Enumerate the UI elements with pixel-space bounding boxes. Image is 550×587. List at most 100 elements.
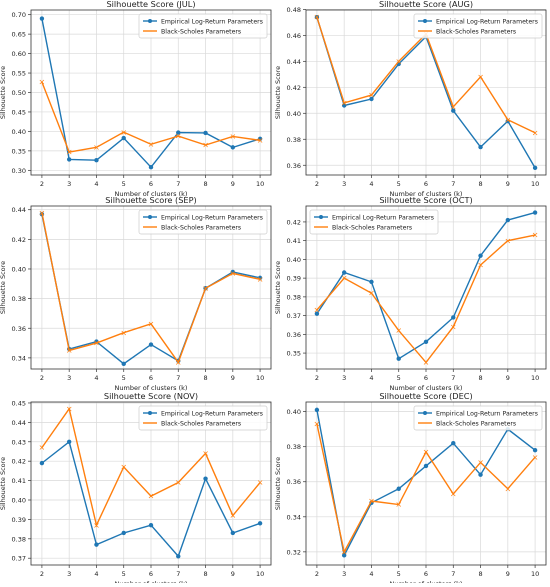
data-point <box>369 279 374 285</box>
y-axis-label: Silhouette Score <box>274 66 282 119</box>
y-tick-label: 0.46 <box>287 32 301 40</box>
data-point: × <box>395 500 402 509</box>
data-point: × <box>504 484 511 493</box>
data-point: × <box>66 148 73 157</box>
x-tick-label: 5 <box>397 570 401 578</box>
data-point: × <box>450 322 457 331</box>
y-axis-label: Silhouette Score <box>274 457 282 510</box>
data-point <box>121 135 126 141</box>
x-tick-label: 6 <box>424 374 428 382</box>
data-point: × <box>395 57 402 66</box>
legend-marker <box>423 411 427 415</box>
y-axis-label: Silhouette Score <box>0 66 7 119</box>
y-tick-label: 0.37 <box>287 312 301 320</box>
data-point: × <box>395 326 402 335</box>
y-tick-label: 0.40 <box>12 265 26 273</box>
data-point: × <box>202 141 209 150</box>
y-tick-label: 0.60 <box>12 50 26 58</box>
x-tick-label: 4 <box>94 374 98 382</box>
y-tick-label: 0.39 <box>12 516 26 524</box>
x-tick-label: 7 <box>176 570 180 578</box>
data-point <box>341 553 347 558</box>
legend: Empirical Log-Return Parameters Black-Sch… <box>138 13 268 39</box>
x-tick-label: 3 <box>67 570 71 578</box>
legend-box <box>138 13 268 39</box>
x-tick-label: 6 <box>424 570 428 578</box>
legend: Empirical Log-Return Parameters Black-Sch… <box>138 405 268 431</box>
x-tick-label: 9 <box>231 374 235 382</box>
legend-marker <box>319 215 323 219</box>
series-line-2 <box>316 423 536 554</box>
legend-label: Black-Scholes Parameters <box>332 224 412 231</box>
data-point: × <box>257 136 264 145</box>
legend-label: Empirical Log-Return Parameters <box>161 18 263 25</box>
data-point <box>203 476 208 481</box>
data-point <box>230 145 236 150</box>
data-point <box>314 407 320 413</box>
y-tick-label: 0.42 <box>287 218 301 226</box>
data-point: × <box>450 102 457 111</box>
plot-frame <box>30 401 272 566</box>
data-point: × <box>120 128 127 137</box>
chart-title: Silhouette Score (SEP) <box>105 195 196 205</box>
chart-title: Silhouette Score (AUG) <box>379 0 473 9</box>
chart-panel-2: 0.36 0.38 0.40 0.42 0.44 0.46 0.48 2 3 4 5 6 7 8 9 10 × ×… <box>274 0 547 198</box>
y-tick-label: 0.30 <box>12 167 26 175</box>
data-point: × <box>477 73 484 82</box>
x-tick-label: 10 <box>256 374 264 382</box>
plot-frame <box>305 401 547 566</box>
x-tick-label: 10 <box>531 570 539 578</box>
y-tick-label: 0.36 <box>287 478 301 486</box>
data-point <box>176 554 181 559</box>
legend-marker <box>423 19 427 23</box>
data-point <box>121 530 126 536</box>
data-point: × <box>39 78 46 87</box>
data-point: × <box>504 115 511 124</box>
y-tick-label: 0.40 <box>287 256 301 264</box>
y-tick-label: 0.45 <box>12 108 26 116</box>
y-tick-label: 0.34 <box>287 513 301 521</box>
x-tick-label: 3 <box>342 180 346 188</box>
data-point <box>396 486 401 491</box>
y-tick-label: 0.34 <box>12 354 26 362</box>
data-point: × <box>93 339 100 348</box>
data-point <box>148 342 154 347</box>
legend-label: Black-Scholes Parameters <box>161 420 241 427</box>
x-tick-label: 7 <box>176 374 180 382</box>
x-tick-label: 7 <box>176 180 180 188</box>
x-axis-label: Number of clusters (k) <box>390 190 463 198</box>
y-tick-label: 0.43 <box>12 438 26 446</box>
data-point: × <box>532 453 539 462</box>
y-tick-label: 0.38 <box>287 136 301 144</box>
legend-marker <box>148 19 152 23</box>
data-point <box>66 439 72 444</box>
y-tick-label: 0.38 <box>12 535 26 543</box>
data-point <box>66 157 72 162</box>
x-tick-label: 9 <box>506 570 510 578</box>
y-tick-label: 0.42 <box>12 458 26 466</box>
data-point <box>478 253 483 258</box>
plot-frame <box>30 205 272 370</box>
data-point: × <box>314 306 321 315</box>
y-tick-label: 0.50 <box>12 89 26 97</box>
y-tick-label: 0.70 <box>12 11 26 19</box>
legend-label: Empirical Log-Return Parameters <box>332 214 434 221</box>
data-point: × <box>477 458 484 467</box>
chart-title: Silhouette Score (DEC) <box>379 391 472 401</box>
data-point <box>94 542 99 547</box>
x-tick-label: 5 <box>397 374 401 382</box>
y-axis-label: Silhouette Score <box>274 261 282 314</box>
x-tick-label: 10 <box>256 570 264 578</box>
data-point <box>451 440 456 446</box>
series-line-2 <box>41 81 261 153</box>
data-point: × <box>368 289 375 298</box>
y-tick-label: 0.39 <box>287 275 301 283</box>
data-point: × <box>148 319 155 328</box>
chart-panel-6: 0.32 0.34 0.36 0.38 0.40 2 3 4 5 6 7 8 9 10 × × × × × × × × × S… <box>274 391 547 587</box>
data-point: × <box>532 128 539 137</box>
x-tick-label: 7 <box>451 570 455 578</box>
x-tick-label: 4 <box>94 570 98 578</box>
legend-label: Empirical Log-Return Parameters <box>436 18 538 25</box>
data-point: × <box>120 463 127 472</box>
x-tick-label: 10 <box>256 180 264 188</box>
